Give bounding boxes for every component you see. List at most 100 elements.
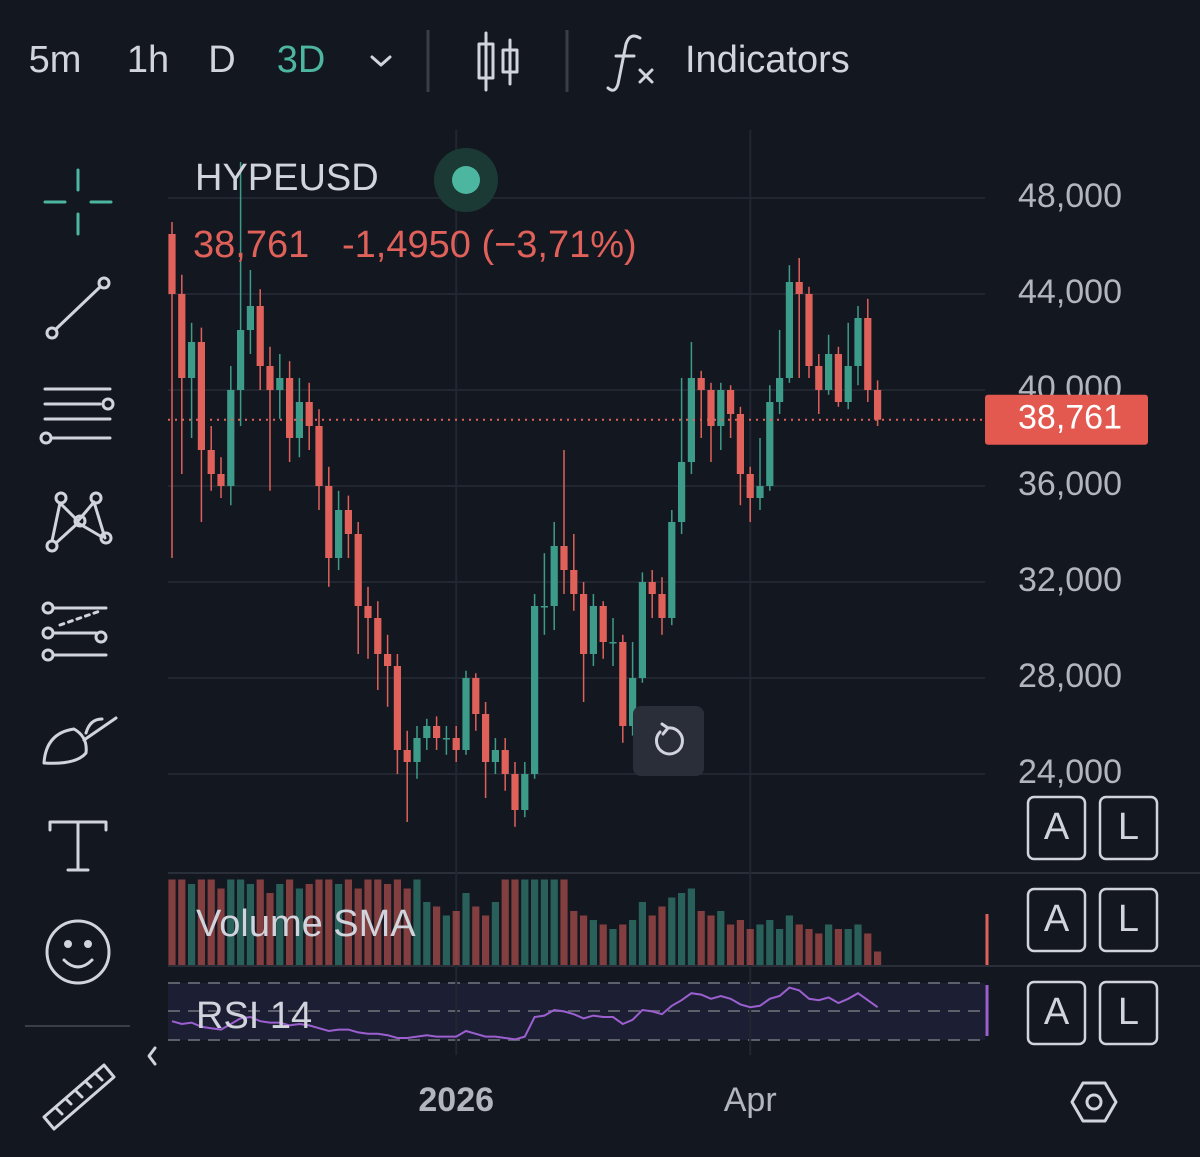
- candle-body: [560, 546, 568, 570]
- volume-bar: [413, 879, 421, 965]
- volume-bar: [364, 879, 372, 965]
- candle-body: [550, 546, 558, 606]
- volume-bar: [335, 884, 343, 965]
- candle-body: [776, 378, 784, 402]
- volume-bar: [540, 879, 548, 965]
- last-price-tag: [985, 394, 1148, 445]
- volume-bar: [785, 915, 793, 965]
- scale-button-label[interactable]: L: [1118, 991, 1139, 1033]
- candle-body: [354, 534, 362, 606]
- volume-bar: [393, 879, 401, 965]
- scale-button-label[interactable]: L: [1118, 806, 1139, 848]
- volume-bar: [609, 929, 617, 965]
- volume-bar: [237, 879, 245, 965]
- volume-bar: [305, 884, 313, 965]
- crosshair-icon[interactable]: [43, 168, 113, 236]
- candle-body: [746, 474, 754, 498]
- volume-bar: [687, 888, 695, 965]
- volume-bar: [354, 888, 362, 965]
- emoji-icon[interactable]: [45, 919, 111, 985]
- y-tick-label: 24,000: [1018, 753, 1122, 791]
- reset-icon[interactable]: [655, 722, 684, 756]
- candle-body: [188, 342, 196, 378]
- chart-type-icon[interactable]: [477, 31, 519, 92]
- candle-body: [423, 726, 431, 738]
- candle-body: [609, 642, 617, 644]
- volume-bar: [629, 920, 637, 965]
- candle-body: [246, 306, 254, 330]
- volume-bar: [344, 879, 352, 965]
- candle-body: [785, 282, 793, 378]
- rsi-levels: [168, 982, 985, 1041]
- volume-bar: [864, 933, 872, 965]
- timeframe-dropdown[interactable]: [370, 55, 392, 67]
- settings-icon[interactable]: [1070, 1081, 1118, 1123]
- volume-bar: [266, 893, 274, 965]
- reset-button[interactable]: [633, 706, 704, 776]
- rsi-label: RSI 14: [196, 995, 312, 1037]
- scale-button[interactable]: [1026, 980, 1087, 1046]
- scale-button[interactable]: [1098, 887, 1159, 953]
- candle-body: [834, 354, 842, 402]
- volume-bar: [482, 915, 490, 965]
- candle-body: [472, 678, 480, 714]
- candle-body: [374, 618, 382, 654]
- candle-body: [462, 678, 470, 750]
- candle-body: [697, 378, 705, 390]
- candle-body: [638, 582, 646, 678]
- scale-button[interactable]: [1026, 887, 1087, 953]
- header-price: 38,761: [193, 224, 309, 266]
- candle-body: [805, 294, 813, 366]
- x-tick-label: 2026: [418, 1081, 494, 1119]
- candle-body: [266, 366, 274, 390]
- candle-body: [286, 378, 294, 438]
- scale-button[interactable]: [1098, 795, 1159, 861]
- candle-body: [727, 390, 735, 414]
- candle-body: [237, 330, 245, 390]
- scale-button[interactable]: [1098, 980, 1159, 1046]
- ruler-icon[interactable]: [42, 1063, 116, 1131]
- volume-bar: [286, 879, 294, 965]
- volume-bar: [746, 929, 754, 965]
- x-tick-label: Apr: [724, 1081, 777, 1119]
- volume-bar: [256, 879, 264, 965]
- candle-body: [599, 606, 607, 642]
- volume-bar: [599, 924, 607, 965]
- scale-button-label[interactable]: L: [1118, 898, 1139, 940]
- indicators-icon[interactable]: [606, 34, 654, 92]
- collapse-toolbar[interactable]: [147, 1046, 157, 1066]
- timeframe[interactable]: 1h: [127, 39, 169, 81]
- scale-button[interactable]: [1026, 795, 1087, 861]
- symbol: HYPEUSD: [195, 157, 379, 199]
- scale-button-label[interactable]: A: [1044, 806, 1070, 848]
- timeframe[interactable]: 5m: [29, 39, 82, 81]
- indicators-button[interactable]: Indicators: [685, 39, 850, 81]
- volume-bar: [325, 879, 333, 965]
- timeframe-active[interactable]: 3D: [277, 39, 326, 81]
- candle-body: [344, 510, 352, 534]
- volume-bar: [384, 884, 392, 965]
- pattern-icon[interactable]: [45, 491, 113, 553]
- candle-body: [687, 378, 695, 462]
- header-change: -1,4950 (−3,71%): [342, 224, 637, 266]
- trend-line-icon[interactable]: [45, 276, 111, 340]
- projection-icon[interactable]: [41, 601, 108, 662]
- scale-button-label[interactable]: A: [1044, 898, 1070, 940]
- volume-bar: [570, 911, 578, 965]
- candle-body: [413, 738, 421, 762]
- volume-bar: [501, 879, 509, 965]
- volume-bar: [374, 879, 382, 965]
- y-tick-label: 28,000: [1018, 657, 1122, 695]
- timeframe[interactable]: D: [208, 39, 235, 81]
- volume-bar: [697, 911, 705, 965]
- candle-body: [217, 474, 225, 486]
- volume-bar: [834, 929, 842, 965]
- volume-bar: [795, 924, 803, 965]
- volume-bar: [560, 879, 568, 965]
- brush-icon[interactable]: [42, 716, 118, 765]
- text-icon[interactable]: [48, 820, 108, 872]
- candle-body: [844, 366, 852, 402]
- fib-icon[interactable]: [39, 387, 115, 445]
- scale-button-label[interactable]: A: [1044, 991, 1070, 1033]
- candle-body: [315, 426, 323, 486]
